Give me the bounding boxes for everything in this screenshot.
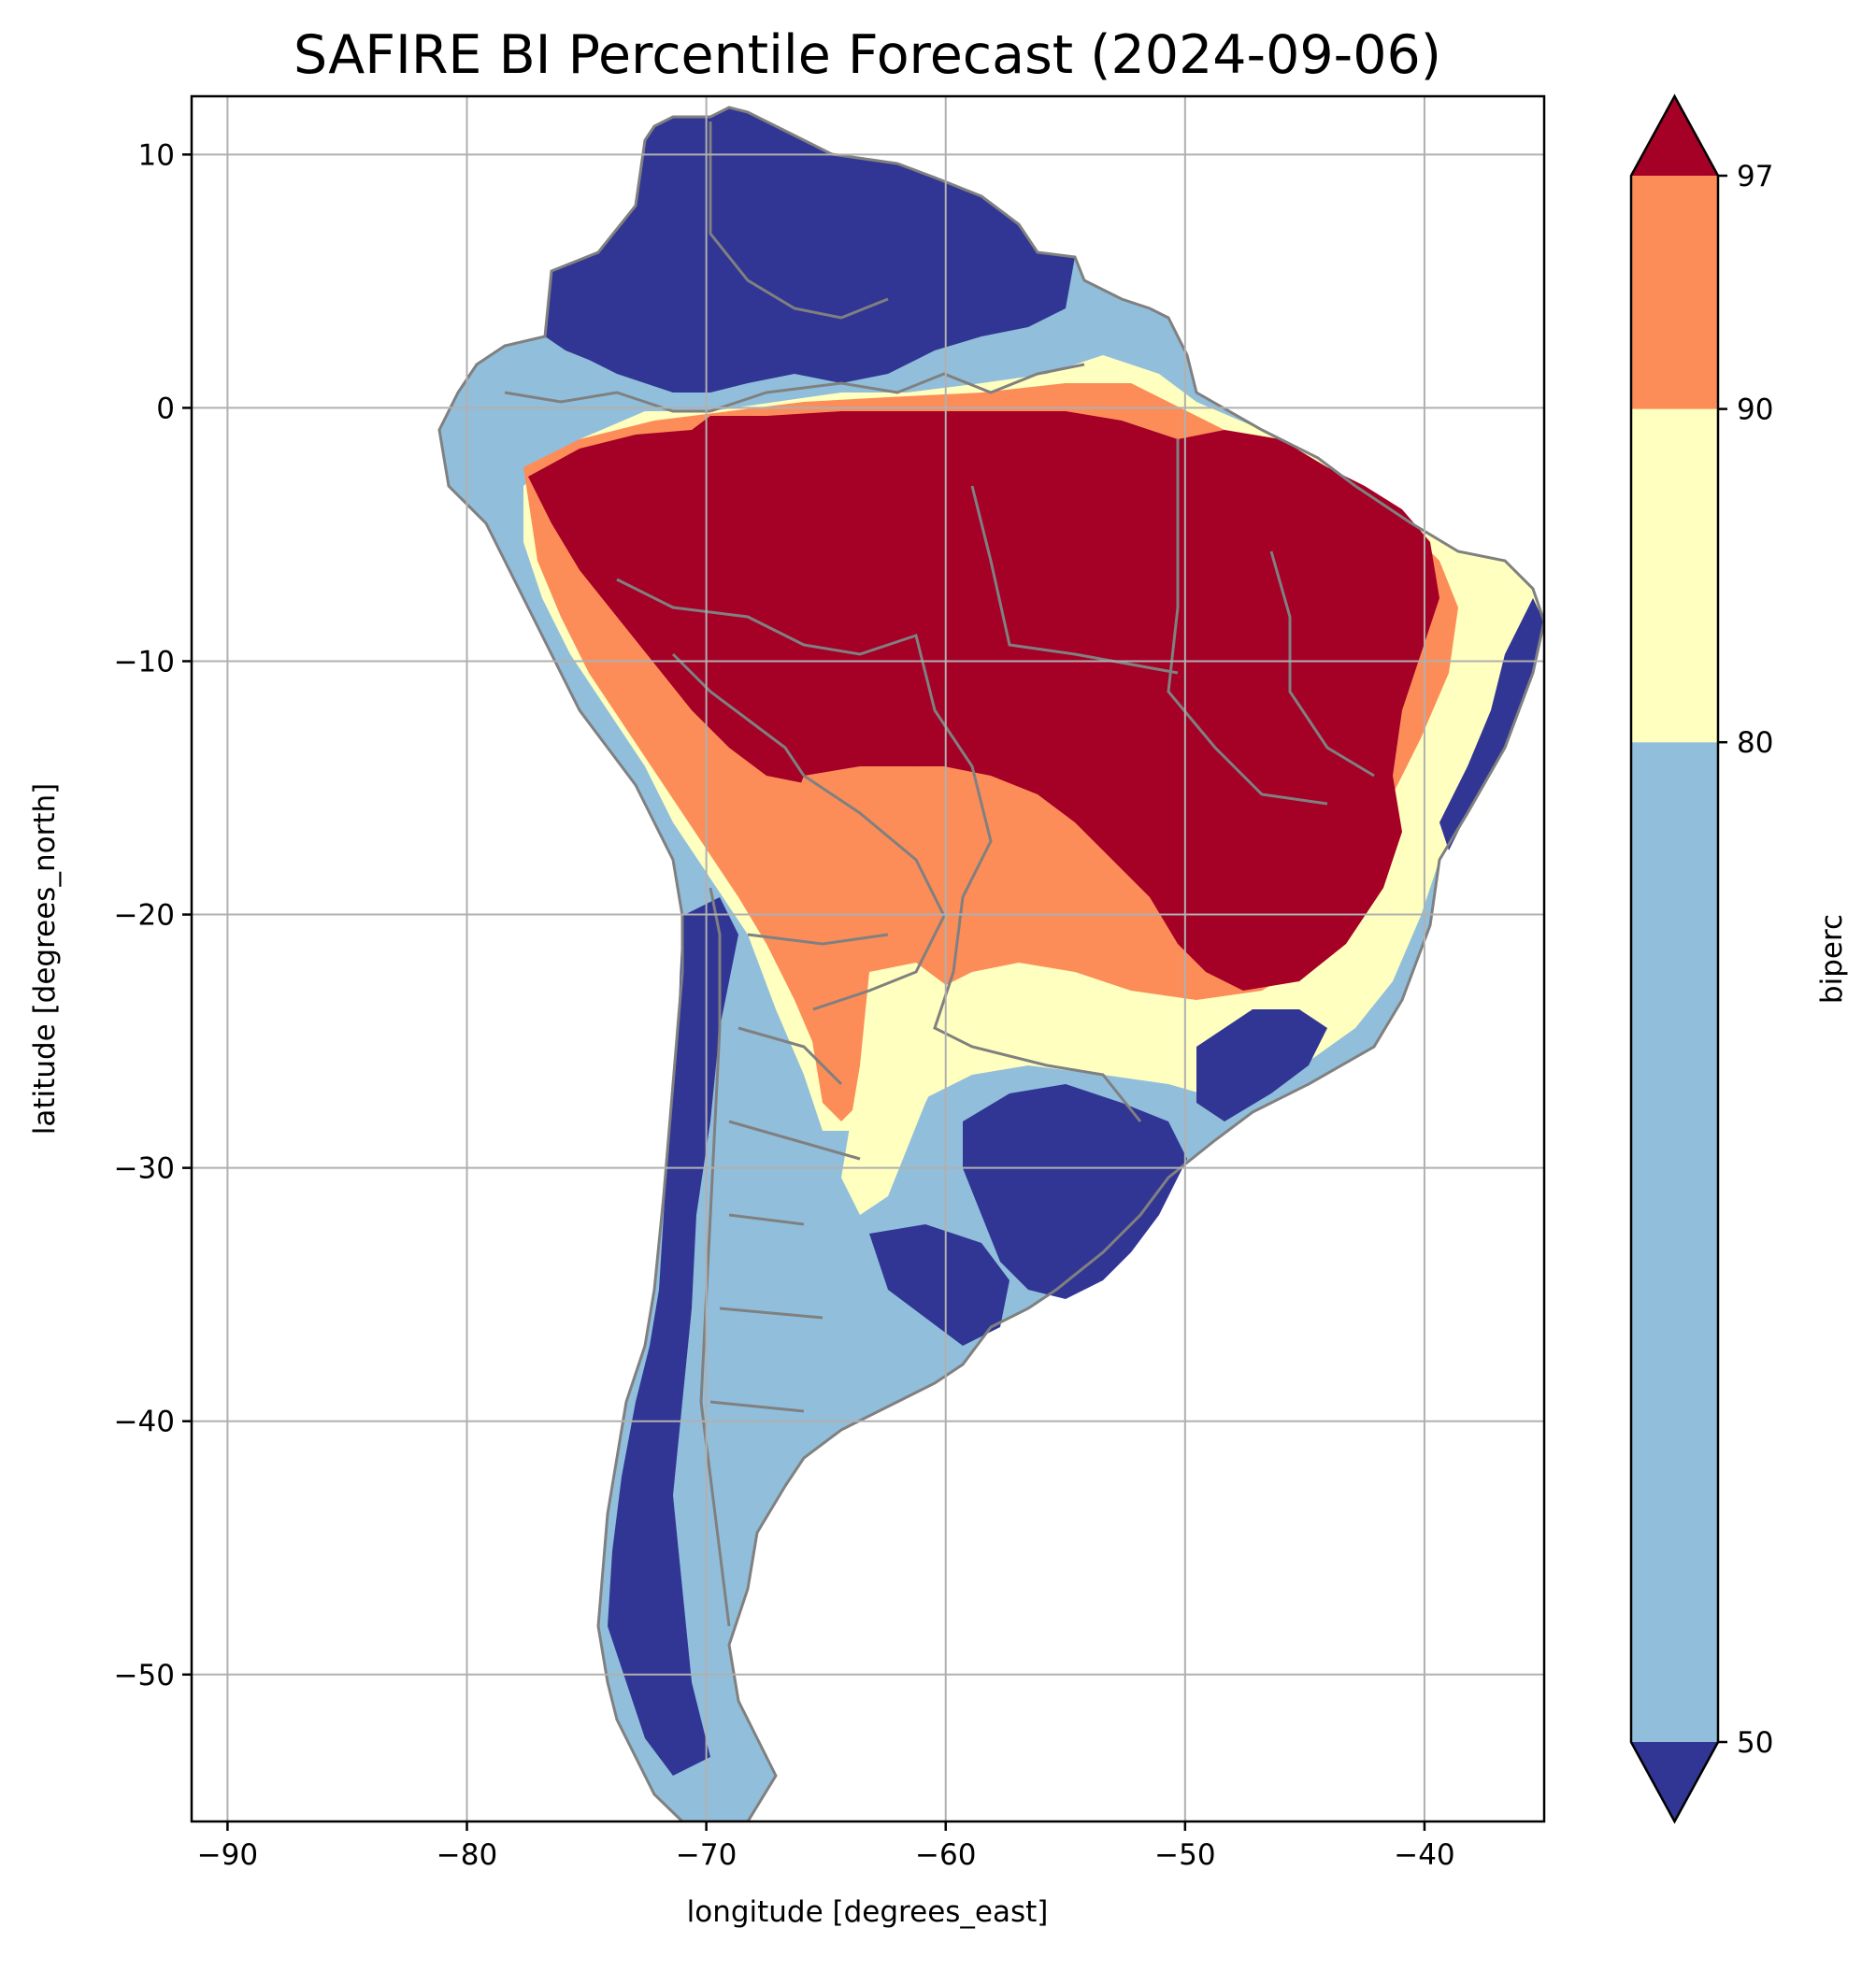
colorbar-tick-label: 80	[1737, 726, 1773, 760]
border-states-brazil-2	[1167, 439, 1328, 806]
land-patagonia-dark	[869, 1224, 1010, 1346]
land-north-dark	[545, 107, 1075, 393]
x-tick-label: −50	[1154, 1838, 1215, 1872]
border-ecuador-peru	[504, 391, 710, 413]
border-bolivia-paraguay	[803, 774, 946, 1011]
border-andes-divide	[699, 887, 731, 1627]
land-amazon-dark-red	[528, 411, 1439, 991]
x-tick-label: −80	[437, 1838, 497, 1872]
colorbar-tick-label: 90	[1737, 393, 1773, 427]
y-axis-label: latitude [degrees_north]	[28, 783, 62, 1135]
x-tick-label: −90	[197, 1838, 258, 1872]
map-layer	[437, 106, 1544, 1821]
colorbar-ticks: 50 80 90 97	[1718, 160, 1773, 1760]
colorbar-label: biperc	[1815, 914, 1849, 1004]
land-se-brazil-dark	[1196, 1009, 1327, 1121]
border-argentina-provinces	[709, 933, 889, 1413]
colorbar-tick-label: 50	[1737, 1726, 1773, 1760]
y-tick-label: 10	[138, 138, 175, 172]
colorbar-band-50-80	[1631, 742, 1718, 1742]
y-axis-ticks: 10 0 −10 −20 −30 −40 −50	[114, 138, 192, 1692]
y-tick-label: −50	[114, 1659, 175, 1692]
coastline	[437, 106, 1544, 1821]
colorbar-band-80-90	[1631, 408, 1718, 743]
border-brazil-west	[616, 578, 1142, 1122]
colorbar-tick-label: 97	[1737, 160, 1773, 193]
colorbar-band-90-97	[1631, 176, 1718, 409]
border-states-brazil-3	[1269, 550, 1375, 778]
colorbar-extend-top	[1631, 96, 1718, 176]
y-tick-label: −20	[114, 899, 175, 933]
x-tick-label: −40	[1394, 1838, 1454, 1872]
chart-title: SAFIRE BI Percentile Forecast (2024-09-0…	[294, 24, 1441, 86]
land-fill	[439, 107, 1544, 1821]
y-tick-label: −10	[114, 645, 175, 678]
axes-frame	[190, 94, 1546, 1823]
border-peru-bolivia	[671, 652, 806, 777]
land-chaco-yellow	[841, 963, 963, 1215]
border-brazil-north	[709, 363, 1085, 413]
land-uruguay-dark	[963, 1084, 1187, 1299]
colorbar-extend-bottom	[1631, 1742, 1718, 1821]
colorbar	[1629, 93, 1720, 1824]
border-colombia-venezuela	[709, 121, 889, 320]
x-axis-ticks: −90 −80 −70 −60 −50 −40	[197, 1821, 1455, 1872]
x-tick-label: −60	[915, 1838, 976, 1872]
gridlines	[192, 96, 1544, 1821]
x-tick-label: −70	[676, 1838, 737, 1872]
y-tick-label: −30	[114, 1152, 175, 1186]
y-tick-label: −40	[114, 1406, 175, 1439]
land-mato-grosso-orange	[785, 766, 991, 1121]
x-axis-label: longitude [degrees_east]	[687, 1895, 1049, 1929]
y-tick-label: 0	[156, 392, 175, 425]
